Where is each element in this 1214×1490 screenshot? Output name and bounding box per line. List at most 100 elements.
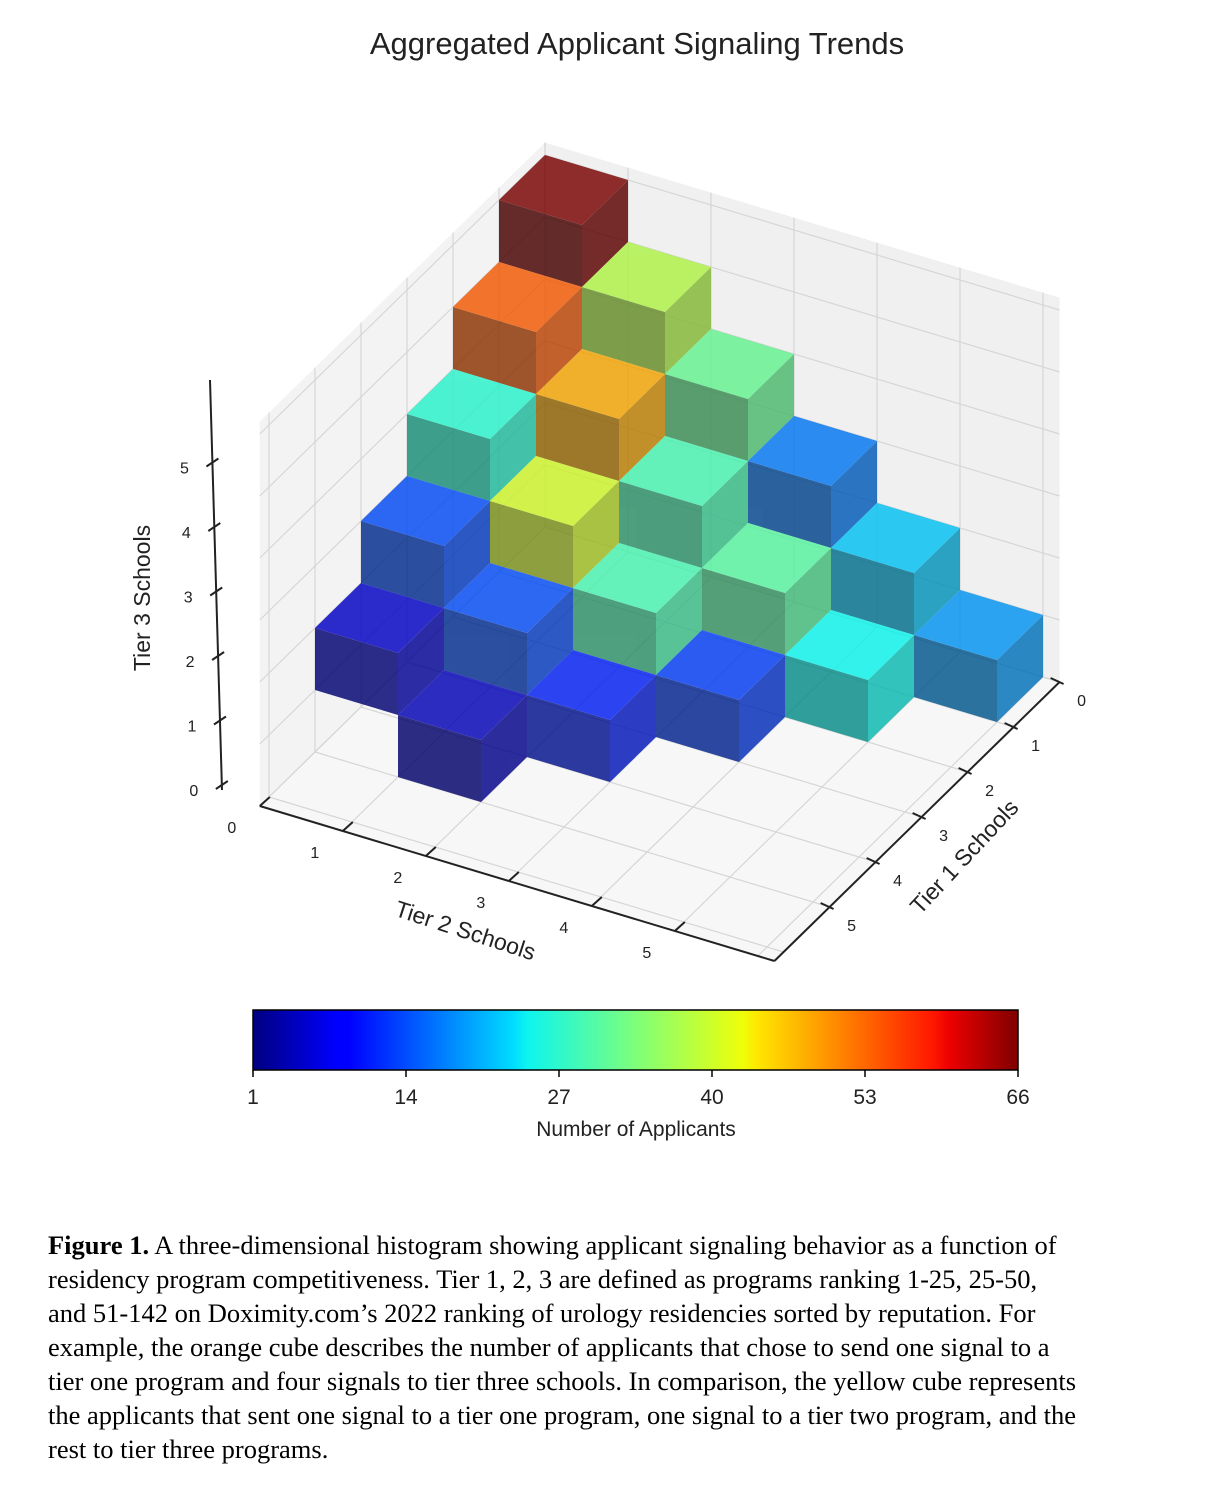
cube-top-face bbox=[361, 476, 490, 546]
x-tick-label: 3 bbox=[476, 895, 485, 912]
cube-right-face bbox=[610, 675, 656, 782]
y-tick-label: 1 bbox=[1031, 738, 1040, 755]
cube-top-face bbox=[527, 650, 656, 720]
cube-top-face bbox=[490, 456, 619, 526]
cube-left-face bbox=[702, 568, 785, 655]
y-tick-label: 2 bbox=[985, 783, 994, 800]
x-tick bbox=[591, 896, 603, 907]
z-tick-label: 2 bbox=[186, 654, 195, 671]
cube-top-face bbox=[702, 523, 831, 593]
cube-top-face bbox=[914, 590, 1043, 660]
caption-text: A three-dimensional histogram showing ap… bbox=[149, 1230, 1057, 1260]
colorbar-tick-label: 53 bbox=[853, 1086, 876, 1109]
cube bbox=[490, 456, 619, 588]
cube-right-face bbox=[619, 374, 665, 481]
z-tick bbox=[213, 715, 227, 726]
cube bbox=[444, 563, 573, 695]
floor-gridline bbox=[757, 676, 1044, 957]
cube-left-face bbox=[444, 608, 527, 695]
y-tick bbox=[1050, 677, 1065, 685]
x-tick-label: 0 bbox=[227, 820, 236, 837]
cube-top-face bbox=[619, 436, 748, 506]
cube bbox=[407, 369, 536, 501]
cube-right-face bbox=[748, 354, 794, 461]
cube-left-face bbox=[361, 521, 444, 608]
cube-top-face bbox=[573, 543, 702, 613]
colorbar-ticks: 1 14 27 40 53 66 bbox=[247, 1070, 1030, 1109]
colorbar-tick-label: 27 bbox=[547, 1086, 570, 1109]
cube-right-face bbox=[739, 655, 785, 762]
cube-left-face bbox=[499, 200, 582, 287]
y-tick-label: 3 bbox=[939, 828, 948, 845]
cube-top-face bbox=[748, 416, 877, 486]
colorbar-tick-label: 40 bbox=[700, 1086, 723, 1109]
cube bbox=[831, 503, 960, 635]
cube bbox=[315, 583, 444, 715]
cube-right-face bbox=[785, 548, 831, 655]
cube-top-face bbox=[315, 583, 444, 653]
colorbar bbox=[252, 1009, 1019, 1071]
floor-gridline bbox=[674, 651, 961, 932]
x-tick bbox=[259, 796, 271, 807]
cube-right-face bbox=[481, 695, 527, 802]
z-tick-label: 3 bbox=[184, 590, 193, 607]
colorbar-tick-label: 66 bbox=[1006, 1086, 1029, 1109]
cube-right-face bbox=[868, 635, 914, 742]
x-axis-line bbox=[259, 805, 775, 962]
cube-top-face bbox=[785, 610, 914, 680]
z-tick bbox=[207, 522, 221, 532]
z-axis-label: Tier 3 Schools bbox=[129, 525, 155, 671]
cube-right-face bbox=[702, 461, 748, 568]
z-tick-label: 5 bbox=[180, 461, 189, 478]
cube-right-face bbox=[444, 501, 490, 608]
cube bbox=[702, 523, 831, 655]
z-tick bbox=[211, 651, 225, 661]
histogram-3d-figure: Aggregated Applicant Signaling Trends 0 1… bbox=[129, 26, 1086, 1141]
cube-right-face bbox=[573, 481, 619, 588]
cube bbox=[656, 630, 785, 762]
y-tick bbox=[820, 902, 835, 910]
cube-right-face bbox=[831, 441, 877, 548]
caption-line: and 51-142 on Doximity.com’s 2022 rankin… bbox=[48, 1298, 1036, 1328]
cube-top-face bbox=[582, 242, 711, 312]
cube-left-face bbox=[536, 394, 619, 481]
z-tick bbox=[215, 780, 229, 790]
z-tick-label: 0 bbox=[189, 783, 198, 800]
caption-line: rest to tier three programs. bbox=[48, 1434, 329, 1464]
y-tick bbox=[866, 857, 881, 865]
cube bbox=[582, 242, 711, 374]
figure-caption: Figure 1. A three-dimensional histogram … bbox=[48, 1228, 1208, 1466]
x-tick-label: 2 bbox=[393, 870, 402, 887]
cube-top-face bbox=[656, 630, 785, 700]
x-tick bbox=[342, 821, 354, 832]
z-axis-line bbox=[209, 379, 223, 791]
cube-left-face bbox=[407, 414, 490, 501]
cube-top-face bbox=[665, 329, 794, 399]
cube-left-face bbox=[619, 481, 702, 568]
cube-right-face bbox=[914, 528, 960, 635]
y-tick bbox=[1004, 722, 1019, 730]
x-tick bbox=[508, 871, 520, 882]
cube-right-face bbox=[490, 394, 536, 501]
cube-left-face bbox=[582, 287, 665, 374]
caption-line: the applicants that sent one signal to a… bbox=[48, 1400, 1077, 1430]
cube bbox=[748, 416, 877, 548]
y-tick-label: 5 bbox=[847, 918, 856, 935]
z-tick-label: 4 bbox=[182, 525, 191, 542]
cube bbox=[619, 436, 748, 568]
cube-left-face bbox=[453, 307, 536, 394]
z-tick bbox=[209, 586, 223, 597]
y-tick bbox=[958, 767, 973, 775]
cube-top-face bbox=[536, 349, 665, 419]
floor-gridline bbox=[268, 796, 784, 953]
wall-gridline bbox=[544, 154, 1060, 311]
cube-right-face bbox=[656, 568, 702, 675]
wall-gridline bbox=[544, 216, 1060, 373]
cube-top-face bbox=[831, 503, 960, 573]
cube bbox=[398, 670, 527, 802]
caption-line: Figure 1. A three-dimensional histogram … bbox=[48, 1228, 1208, 1262]
cube-left-face bbox=[748, 461, 831, 548]
colorbar-tick-label: 1 bbox=[247, 1086, 259, 1109]
x-axis-label: Tier 2 Schools bbox=[392, 895, 539, 965]
cube-right-face bbox=[398, 608, 444, 715]
